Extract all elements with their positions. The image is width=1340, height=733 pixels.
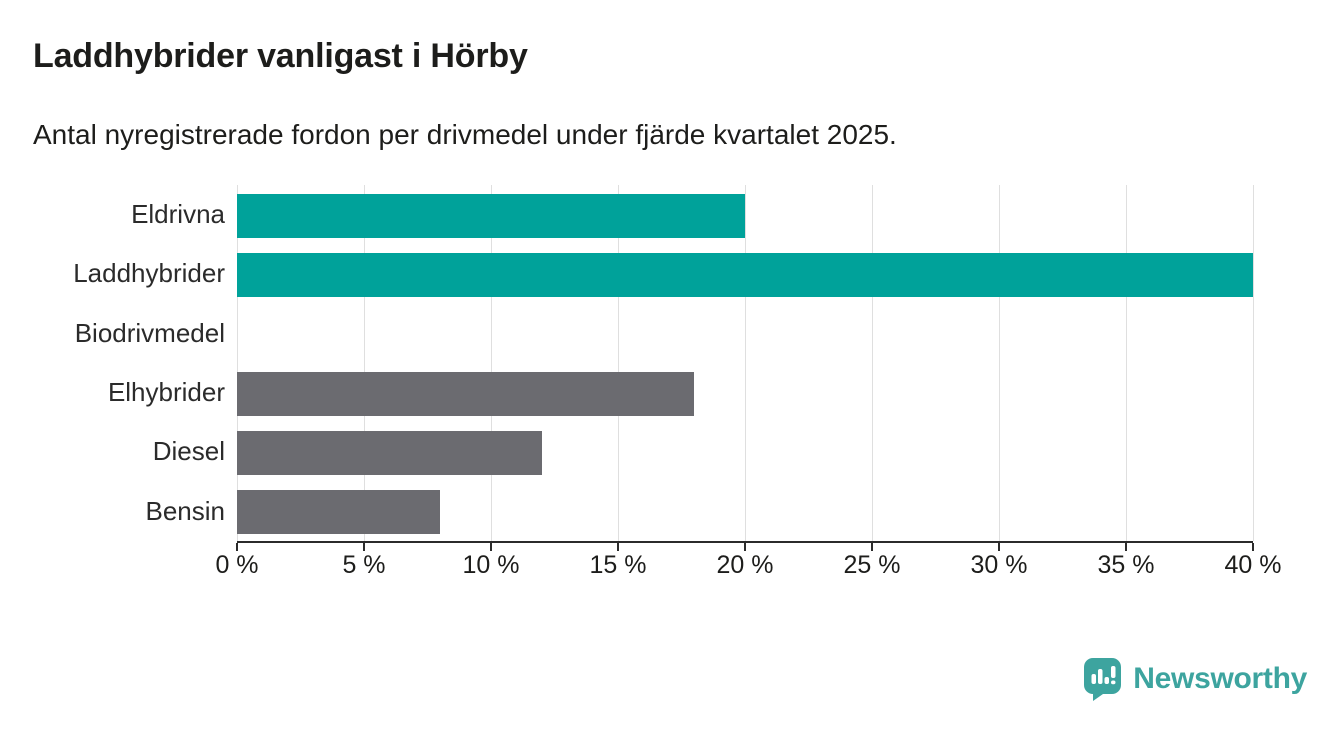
- x-axis-tick-label: 35 %: [1097, 551, 1155, 579]
- x-axis-tick-labels: 0 % 5 % 10 % 15 % 20 % 25 % 30 % 35 % 40 %: [215, 551, 1281, 583]
- bar-diesel: [237, 431, 542, 475]
- gridline: [237, 185, 238, 541]
- bar-bensin: [237, 490, 441, 535]
- category-label-eldrivna: Eldrivna: [131, 199, 225, 230]
- y-axis-labels: Eldrivna Laddhybrider Biodrivmedel Elhybrid…: [0, 185, 225, 541]
- brand-footer: Newsworthy: [1082, 656, 1307, 701]
- x-axis-tick: [744, 543, 746, 551]
- x-axis-tick-label: 5 %: [342, 551, 386, 579]
- x-axis-tick-label: 10 %: [462, 551, 520, 579]
- gridline: [872, 185, 873, 541]
- category-label-laddhybrider: Laddhybrider: [73, 258, 225, 289]
- x-axis-tick-label: 30 %: [970, 551, 1028, 579]
- x-axis-tick: [1125, 543, 1127, 551]
- category-label-diesel: Diesel: [152, 436, 225, 467]
- gridline: [745, 185, 746, 541]
- category-label-biodrivmedel: Biodrivmedel: [74, 317, 225, 348]
- x-axis-tick: [1252, 543, 1254, 551]
- gridline: [618, 185, 619, 541]
- bar-elhybrider: [237, 371, 695, 416]
- x-axis-tick: [490, 543, 492, 551]
- bar-eldrivna: [237, 193, 745, 238]
- x-axis-tick-label: 20 %: [716, 551, 774, 579]
- x-axis-tick: [871, 543, 873, 551]
- x-axis-tick: [617, 543, 619, 551]
- category-label-elhybrider: Elhybrider: [107, 377, 225, 408]
- x-axis-tick: [363, 543, 365, 551]
- x-axis-tick-label: 25 %: [843, 551, 901, 579]
- x-axis-tick-label: 15 %: [589, 551, 647, 579]
- x-axis-tick: [236, 543, 238, 551]
- plot-area: [236, 185, 1254, 551]
- gridline: [1126, 185, 1127, 541]
- x-axis-tick: [998, 543, 1000, 551]
- category-label-bensin: Bensin: [145, 495, 226, 526]
- gridline: [491, 185, 492, 541]
- x-axis-tick-label: 40 %: [1224, 551, 1282, 579]
- gridline: [999, 185, 1000, 541]
- newsworthy-logo-icon: [1084, 658, 1122, 701]
- page-subtitle: Antal nyregistrerade fordon per drivmede…: [33, 119, 897, 150]
- x-axis-tick-label: 0 %: [215, 551, 259, 579]
- gridline: [364, 185, 365, 541]
- brand-name: Newsworthy: [1133, 661, 1307, 695]
- bar-laddhybrider: [237, 253, 1253, 297]
- gridline: [1253, 185, 1254, 541]
- page-title: Laddhybrider vanligast i Hörby: [33, 37, 528, 75]
